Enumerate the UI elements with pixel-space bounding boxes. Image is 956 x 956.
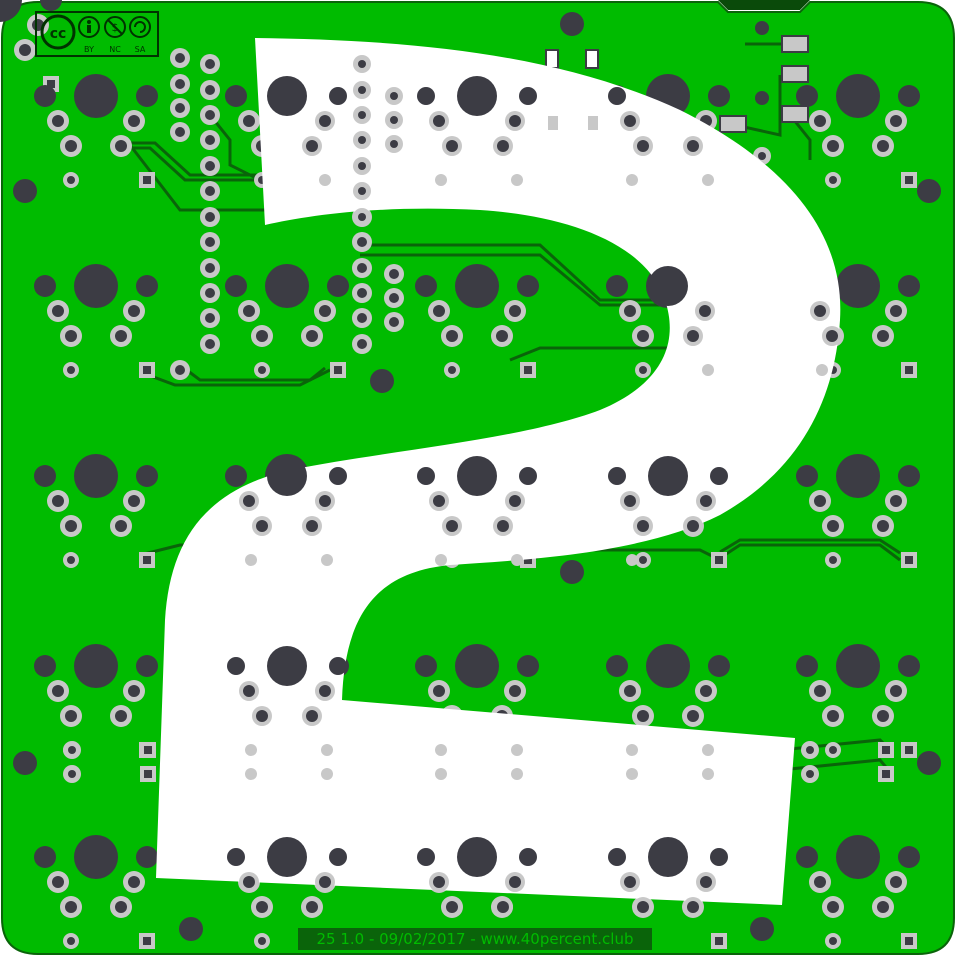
license-term-nc: NC xyxy=(109,45,121,54)
board-notch xyxy=(718,0,810,10)
cc-logo-text: cc xyxy=(50,26,67,42)
header-pin-column-left xyxy=(200,54,220,354)
license-term-by: BY xyxy=(84,45,94,54)
svg-text:$: $ xyxy=(112,21,119,34)
overlay-pads xyxy=(227,55,842,917)
footer-label-background xyxy=(298,928,652,950)
license-term-sa: SA xyxy=(135,45,146,54)
smd-components xyxy=(545,21,809,165)
license-badge: cc $ BY NC SA xyxy=(35,11,159,57)
attribution-person-icon xyxy=(78,16,100,38)
non-commercial-icon: $ xyxy=(104,16,126,38)
share-alike-icon xyxy=(129,16,151,38)
creative-commons-icon: cc xyxy=(40,14,76,50)
footer-label: 25 1.0 - 09/02/2017 - www.40percent.club xyxy=(316,930,633,948)
